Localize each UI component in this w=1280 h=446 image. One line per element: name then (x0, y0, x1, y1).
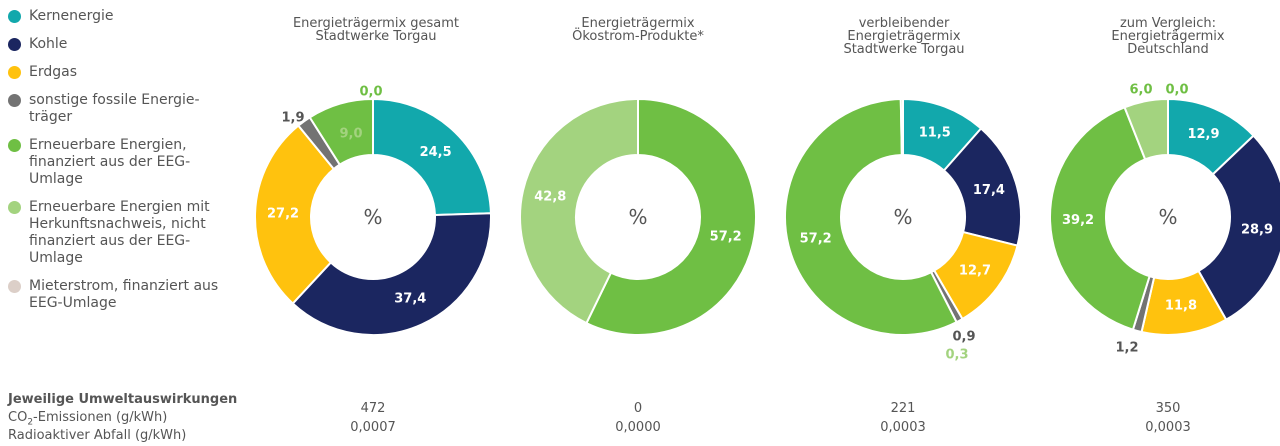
data-label-kernenergie: 24,5 (420, 145, 452, 160)
waste-value-oekostrom: 0,0000 (615, 420, 661, 435)
legend-swatch (8, 38, 21, 51)
chart-title-verbleibend: verbleibender Energieträgermix Stadtwerk… (843, 16, 965, 57)
chart-title-oekostrom: Energieträgermix Ökostrom-Produkte* (572, 16, 704, 44)
data-label-sonstige-fossile: 1,2 (1115, 341, 1138, 356)
legend-swatch (8, 139, 21, 152)
waste-value-verbleibend: 0,0003 (880, 420, 926, 435)
data-label-erdgas: 27,2 (267, 207, 299, 222)
co2-value-deutschland: 350 (1155, 401, 1181, 416)
legend-item: Mieterstrom, finanziert aus EEG-Umlage (8, 278, 298, 312)
legend-swatch (8, 280, 21, 293)
data-label-ee-herkunftsnachweis: 42,8 (534, 189, 566, 204)
legend-label: Erneuerbare Energien, finanziert aus der… (29, 137, 191, 187)
co2-value-gesamt: 472 (360, 401, 386, 416)
center-percent-label: % (893, 205, 912, 229)
slice-ee-herkunftsnachweis (1123, 97, 1169, 161)
slice-ee-eeg (585, 97, 757, 336)
chart-title-deutschland: zum Vergleich: Energieträgermix Deutschl… (1111, 16, 1225, 57)
legend-item: Erdgas (8, 64, 298, 81)
slice-ee-eeg (308, 97, 374, 167)
data-label-ee-eeg: 39,2 (1062, 213, 1094, 228)
slice-ee-herkunftsnachweis (899, 97, 904, 157)
waste-value-deutschland: 0,0003 (1145, 420, 1191, 435)
data-label-kohle: 37,4 (394, 291, 426, 306)
legend-item: Erneuerbare Energien mit Herkunftsnachwe… (8, 199, 298, 267)
data-label-ee-eeg: 9,0 (339, 127, 362, 142)
co2-value-oekostrom: 0 (633, 401, 643, 416)
legend-item: sonstige fossile Energie- träger (8, 92, 298, 126)
waste-value-gesamt: 0,0007 (350, 420, 396, 435)
data-label-kohle: 17,4 (973, 183, 1005, 198)
data-label-ee-herkunftsnachweis: 0,3 (945, 348, 968, 363)
data-label-sonstige-fossile: 1,9 (281, 111, 304, 126)
radioactive-waste-label: Radioaktiver Abfall (g/kWh) (8, 428, 187, 443)
co2-value-verbleibend: 221 (890, 401, 916, 416)
data-label-ee-eeg: 57,2 (800, 231, 832, 246)
data-label-sonstige-fossile: 0,9 (952, 330, 975, 345)
slice-kohle (291, 212, 492, 336)
legend-label: Erneuerbare Energien mit Herkunftsnachwe… (29, 199, 210, 266)
slice-ee-eeg (784, 98, 958, 336)
slice-kohle (1197, 134, 1280, 322)
slice-kernenergie (372, 97, 492, 217)
legend-swatch (8, 10, 21, 23)
data-label-ee-herkunftsnachweis: 6,0 (1129, 83, 1152, 98)
data-label-erdgas: 11,8 (1165, 299, 1197, 314)
data-label-ee-herkunftsnachweis: 0,0 (359, 85, 382, 100)
data-label-kohle: 28,9 (1241, 223, 1273, 238)
slice-ee-eeg (1048, 105, 1151, 331)
legend-label: sonstige fossile Energie- träger (29, 92, 200, 125)
legend-swatch (8, 94, 21, 107)
legend-item: Erneuerbare Energien, finanziert aus der… (8, 137, 298, 188)
legend-swatch (8, 201, 21, 214)
legend-label: Erdgas (29, 64, 78, 80)
center-percent-label: % (363, 205, 382, 229)
legend-item: Kernenergie (8, 8, 298, 25)
chart-title-gesamt: Energieträgermix gesamt Stadtwerke Torga… (292, 16, 460, 44)
data-label-kernenergie: 12,9 (1187, 127, 1219, 142)
slice-ee-herkunftsnachweis (519, 97, 639, 325)
co2-emissions-label: CO2-Emissionen (g/kWh) (8, 410, 168, 428)
legend: Kernenergie Kohle Erdgas sonstige fossile E… (8, 8, 298, 323)
legend-label: Mieterstrom, finanziert aus EEG-Umlage (29, 278, 219, 311)
legend-label: Kernenergie (29, 8, 114, 24)
legend-label: Kohle (29, 36, 68, 52)
center-percent-label: % (1158, 205, 1177, 229)
slice-erdgas (254, 124, 336, 305)
data-label-kernenergie: 11,5 (919, 125, 951, 140)
legend-swatch (8, 66, 21, 79)
data-label-ee-eeg: 57,2 (710, 230, 742, 245)
data-label-mieterstrom: 0,0 (1165, 83, 1188, 98)
legend-item: Kohle (8, 36, 298, 53)
data-label-erdgas: 12,7 (959, 264, 991, 279)
impacts-heading: Jeweilige Umweltauswirkungen (8, 392, 238, 407)
center-percent-label: % (628, 205, 647, 229)
